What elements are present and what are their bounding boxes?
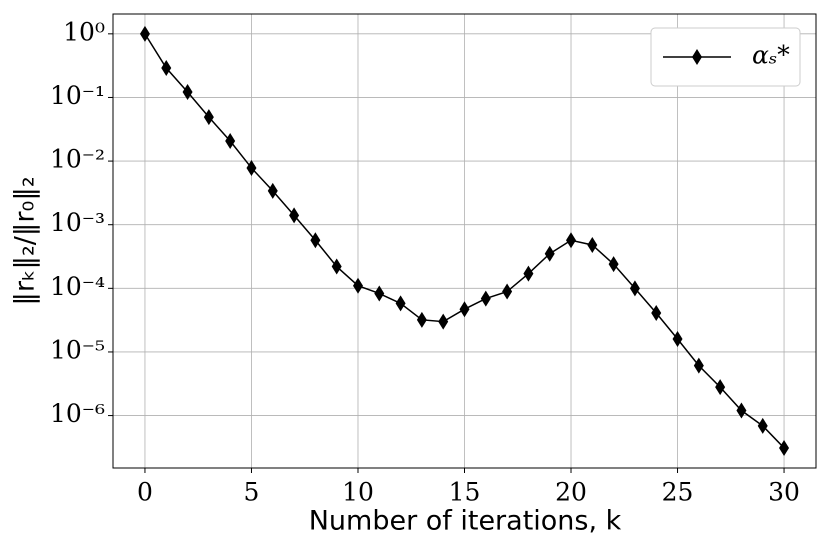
marker (331, 258, 342, 275)
y-tick-label: 10⁻³ (50, 208, 105, 237)
marker (566, 232, 577, 249)
marker (757, 417, 768, 434)
legend-marker (692, 49, 702, 65)
marker (523, 265, 534, 282)
marker (395, 295, 406, 312)
plot-frame (112, 13, 817, 469)
x-axis-label: Number of iterations, k (309, 506, 622, 537)
y-tick-label: 10⁰ (63, 17, 105, 46)
x-tick-label: 5 (244, 478, 260, 507)
marker (502, 283, 513, 300)
marker (544, 245, 555, 262)
marker (629, 280, 640, 297)
marker (161, 60, 172, 77)
marker (374, 285, 385, 302)
marker (416, 311, 427, 328)
marker (651, 304, 662, 321)
y-tick-label: 10⁻¹ (50, 81, 105, 110)
x-tick-label: 30 (768, 478, 800, 507)
marker (608, 256, 619, 273)
marker (246, 159, 257, 176)
y-tick-label: 10⁻⁴ (50, 272, 105, 301)
x-tick-label: 15 (449, 478, 481, 507)
marker (203, 109, 214, 126)
marker (438, 313, 449, 330)
marker (480, 290, 491, 307)
x-tick-label: 25 (662, 478, 694, 507)
x-tick-label: 0 (137, 478, 153, 507)
marker (289, 207, 300, 224)
marker (310, 232, 321, 249)
y-tick-label: 10⁻⁶ (50, 399, 105, 428)
marker (672, 330, 683, 347)
x-tick-label: 20 (555, 478, 587, 507)
marker (779, 439, 790, 456)
marker (459, 301, 470, 318)
marker (139, 25, 150, 42)
marker (715, 379, 726, 396)
marker (225, 132, 236, 149)
y-axis-label: ‖rₖ‖₂/‖r₀‖₂ (10, 176, 41, 305)
marker (587, 236, 598, 253)
y-tick-label: 10⁻⁵ (50, 335, 105, 364)
marker (352, 277, 363, 294)
marker (182, 83, 193, 100)
legend-label: αₛ* (752, 41, 790, 70)
y-tick-label: 10⁻² (50, 145, 105, 174)
marker (736, 402, 747, 419)
marker (267, 182, 278, 199)
x-tick-label: 10 (342, 478, 374, 507)
marker (693, 357, 704, 374)
